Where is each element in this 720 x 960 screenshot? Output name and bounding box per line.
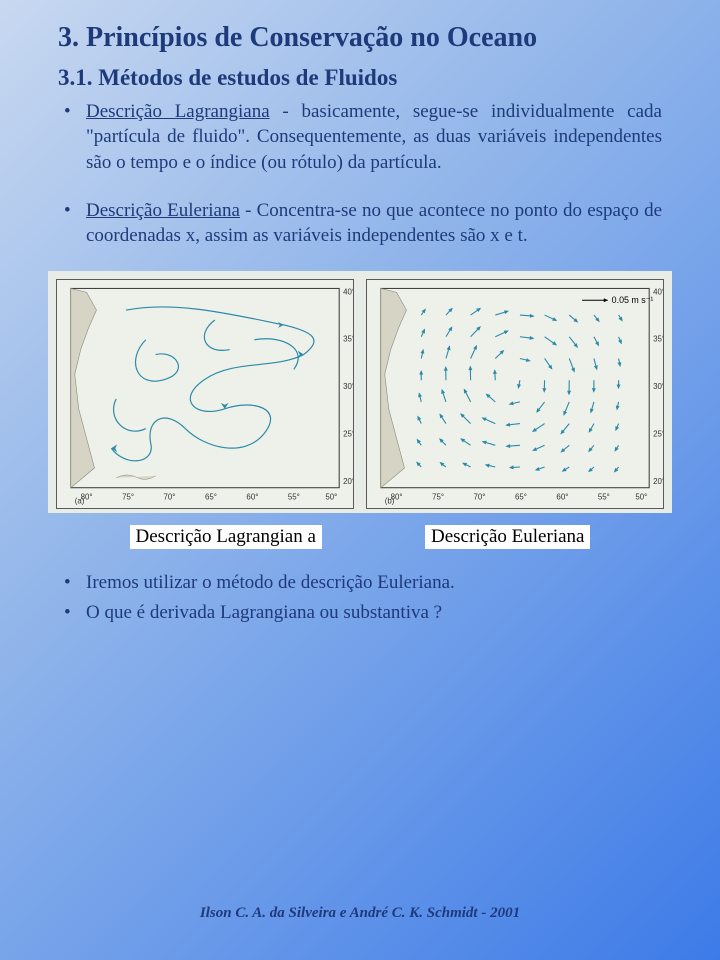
bullet-item: Descrição Euleriana - Concentra-se no qu… bbox=[58, 198, 662, 249]
svg-text:70°: 70° bbox=[474, 492, 486, 501]
svg-text:35°: 35° bbox=[653, 335, 663, 344]
bullet-item: Descrição Lagrangiana - basicamente, seg… bbox=[58, 99, 662, 176]
svg-text:35°: 35° bbox=[343, 335, 353, 344]
svg-text:25°: 25° bbox=[653, 429, 663, 438]
slide-subtitle: 3.1. Métodos de estudos de Fluidos bbox=[58, 65, 662, 91]
map-eulerian: 0.05 m s⁻¹ 80°75°70° 65°60°55°50° 40°35°… bbox=[366, 279, 664, 509]
svg-text:75°: 75° bbox=[122, 492, 134, 501]
svg-text:65°: 65° bbox=[205, 492, 217, 501]
map-lagrangian: 80°75°70° 65°60°55°50° 40°35°30° 25°20° … bbox=[56, 279, 354, 509]
term: Descrição Lagrangiana bbox=[86, 101, 270, 122]
panel-label: (b) bbox=[385, 496, 395, 505]
term: Descrição Euleriana bbox=[86, 200, 240, 221]
svg-text:65°: 65° bbox=[515, 492, 527, 501]
caption-left: Descrição Lagrangian a bbox=[130, 525, 322, 549]
svg-text:70°: 70° bbox=[164, 492, 176, 501]
svg-text:30°: 30° bbox=[653, 382, 663, 391]
figure-row: 80°75°70° 65°60°55°50° 40°35°30° 25°20° … bbox=[48, 271, 672, 513]
svg-text:40°: 40° bbox=[653, 287, 663, 296]
svg-text:25°: 25° bbox=[343, 429, 353, 438]
svg-text:75°: 75° bbox=[432, 492, 444, 501]
slide-title: 3. Princípios de Conservação no Oceano bbox=[58, 18, 662, 59]
svg-text:20°: 20° bbox=[653, 477, 663, 486]
caption-right: Descrição Euleriana bbox=[425, 525, 591, 549]
svg-text:50°: 50° bbox=[325, 492, 337, 501]
bullet-item: Iremos utilizar o método de descrição Eu… bbox=[58, 569, 662, 598]
caption-row: Descrição Lagrangian a Descrição Euleria… bbox=[58, 525, 662, 549]
svg-text:60°: 60° bbox=[556, 492, 568, 501]
svg-text:30°: 30° bbox=[343, 382, 353, 391]
lower-bullet-list: Iremos utilizar o método de descrição Eu… bbox=[58, 569, 662, 628]
svg-text:55°: 55° bbox=[288, 492, 300, 501]
svg-text:50°: 50° bbox=[635, 492, 647, 501]
footer-credit: Ilson C. A. da Silveira e André C. K. Sc… bbox=[0, 905, 720, 922]
svg-text:55°: 55° bbox=[598, 492, 610, 501]
svg-text:20°: 20° bbox=[343, 477, 353, 486]
svg-text:60°: 60° bbox=[246, 492, 258, 501]
scale-text: 0.05 m s⁻¹ bbox=[612, 295, 654, 305]
bullet-list: Descrição Lagrangiana - basicamente, seg… bbox=[58, 99, 662, 249]
svg-text:40°: 40° bbox=[343, 287, 353, 296]
bullet-item: O que é derivada Lagrangiana ou substant… bbox=[58, 599, 662, 628]
panel-label: (a) bbox=[75, 496, 85, 505]
